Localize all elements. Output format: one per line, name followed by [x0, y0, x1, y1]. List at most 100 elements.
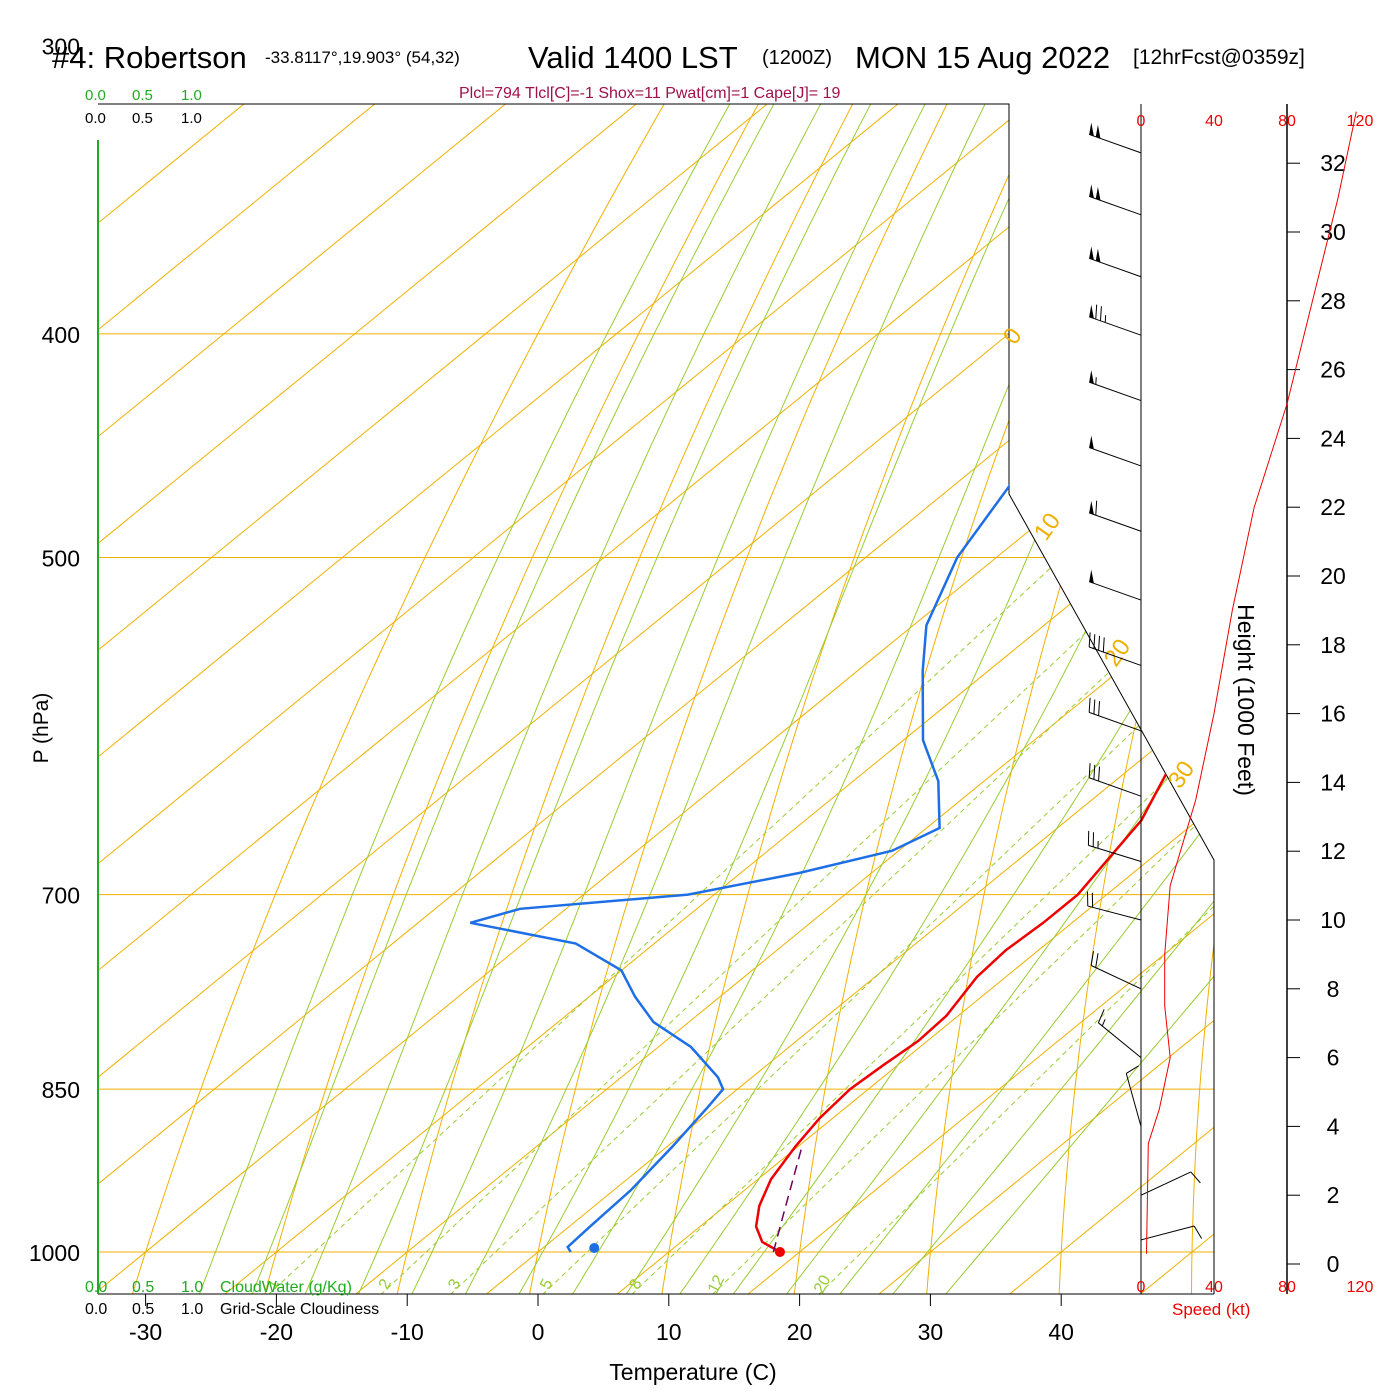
speed-bottom-tick-2: 80 [1278, 1279, 1296, 1296]
top-black-tick-1: 0.5 [132, 110, 153, 127]
moist-adiabat [867, 104, 1214, 1294]
forecast-label: [12hrFcst@0359z] [1133, 46, 1305, 69]
dry-adiabat [256, 104, 896, 1294]
moist-adiabat [187, 104, 895, 1294]
height-tick-label: 6 [1327, 1045, 1340, 1071]
top-black-tick-2: 1.0 [181, 110, 202, 127]
dry-adiabat [523, 104, 1072, 1294]
surface-dewpoint-dot [589, 1243, 600, 1253]
pressure-tick-label: 300 [42, 34, 80, 60]
dry-adiabat [656, 104, 1160, 1294]
utc-time: (1200Z) [762, 47, 832, 69]
speed-axis-label: Speed (kt) [1172, 1300, 1250, 1319]
top-green-tick-1: 0.5 [132, 87, 153, 104]
isotherm-line [98, 104, 1063, 1294]
bottom-green-tick-1: 0.5 [132, 1279, 154, 1296]
mixing-ratio-label: 2 [376, 1276, 395, 1292]
top-green-tick-2: 1.0 [181, 87, 202, 104]
wind-barb [1090, 951, 1142, 990]
moist-adiabat [291, 104, 979, 1294]
moist-adiabat [396, 104, 1076, 1294]
pressure-tick-label: 1000 [29, 1240, 80, 1266]
wind-speed-line [1146, 111, 1357, 1254]
wind-barb [1097, 1009, 1142, 1058]
mixing-ratio-line [705, 333, 1214, 1294]
speed-top-tick-2: 80 [1278, 113, 1296, 130]
isotherm-line [187, 104, 1214, 1294]
height-tick-label: 2 [1327, 1182, 1340, 1208]
wind-barb [1088, 697, 1142, 732]
pressure-tick-label: 400 [42, 322, 80, 348]
dry-adiabat [923, 104, 1214, 1294]
mixing-ratio-label: 20 [811, 1272, 834, 1296]
isotherm-line [98, 104, 540, 1294]
moist-adiabat [344, 104, 1025, 1294]
isotherm-line [98, 104, 1214, 1294]
pressure-tick-label: 850 [42, 1077, 80, 1103]
wind-barb [1089, 184, 1142, 216]
mixing-ratio-line [535, 333, 1214, 1294]
mixing-ratio-label: 3 [445, 1276, 464, 1292]
isotherm-label: 0 [998, 323, 1028, 349]
speed-top-tick-3: 120 [1347, 113, 1374, 130]
height-tick-label: 14 [1320, 769, 1346, 795]
isotherm-label: 30 [1163, 756, 1200, 793]
x-tick-label: 20 [787, 1319, 813, 1345]
isotherm-line [98, 104, 1194, 1294]
height-tick-label: 10 [1320, 907, 1346, 933]
wind-barb [1089, 304, 1142, 336]
height-tick-label: 8 [1327, 976, 1340, 1002]
bottom-green-tick-0: 0.0 [85, 1279, 107, 1296]
wind-barb [1140, 1225, 1203, 1241]
dry-adiabat [1057, 104, 1214, 1294]
moist-adiabat [239, 104, 936, 1294]
mixing-ratio-label: 12 [705, 1272, 728, 1296]
wind-barb [1089, 246, 1142, 278]
wind-barb [1089, 370, 1142, 402]
pressure-tick-label: 700 [42, 883, 80, 909]
isotherm-line [841, 104, 1214, 1294]
plot-boundary [98, 103, 1215, 1294]
cloudiness-label: Grid-Scale Cloudiness [220, 1301, 379, 1318]
surface-temperature-dot [774, 1247, 785, 1257]
bottom-black-tick-0: 0.0 [85, 1301, 107, 1318]
wind-barb [1089, 569, 1142, 601]
isotherm-line [98, 104, 802, 1294]
dry-adiabat [389, 104, 984, 1294]
bottom-black-tick-2: 1.0 [181, 1301, 203, 1318]
height-tick-label: 18 [1320, 632, 1346, 658]
wind-barb [1086, 891, 1142, 921]
wind-barb [1089, 122, 1142, 154]
height-tick-label: 0 [1327, 1251, 1340, 1277]
x-tick-label: 30 [918, 1319, 944, 1345]
wind-barb [1087, 830, 1142, 862]
isotherm-line [98, 104, 671, 1294]
dry-adiabat [1190, 104, 1214, 1294]
bottom-black-tick-1: 0.5 [132, 1301, 154, 1318]
x-tick-label: -10 [391, 1319, 424, 1345]
moist-adiabat [501, 104, 1193, 1294]
height-axis-label: Height (1000 Feet) [1233, 604, 1259, 796]
wind-barb [1089, 500, 1142, 532]
top-green-tick-0: 0.0 [85, 87, 106, 104]
x-tick-label: -20 [260, 1319, 293, 1345]
moist-adiabat [448, 104, 1131, 1294]
y-axis-label: P (hPa) [30, 693, 53, 764]
indices-line: Plcl=794 Tlcl[C]=-1 Shox=11 Pwat[cm]=1 C… [459, 85, 840, 102]
speed-bottom-tick-1: 40 [1205, 1279, 1223, 1296]
x-tick-label: 0 [532, 1319, 545, 1345]
valid-time: Valid 1400 LST [528, 40, 738, 75]
x-tick-label: -30 [129, 1319, 162, 1345]
height-tick-label: 30 [1320, 219, 1346, 245]
dewpoint-line [469, 104, 1214, 1253]
speed-top-tick-0: 0 [1137, 113, 1146, 130]
wind-barb [1140, 1171, 1201, 1196]
mixing-ratio-line [443, 333, 1214, 1294]
isotherm-line [98, 104, 1214, 1294]
bottom-green-tick-2: 1.0 [181, 1279, 203, 1296]
mixing-ratio-line [373, 333, 1214, 1294]
height-tick-label: 4 [1327, 1113, 1340, 1139]
mixing-ratio-label: 5 [537, 1276, 556, 1292]
height-tick-label: 32 [1320, 150, 1346, 176]
dry-adiabat [790, 104, 1214, 1294]
